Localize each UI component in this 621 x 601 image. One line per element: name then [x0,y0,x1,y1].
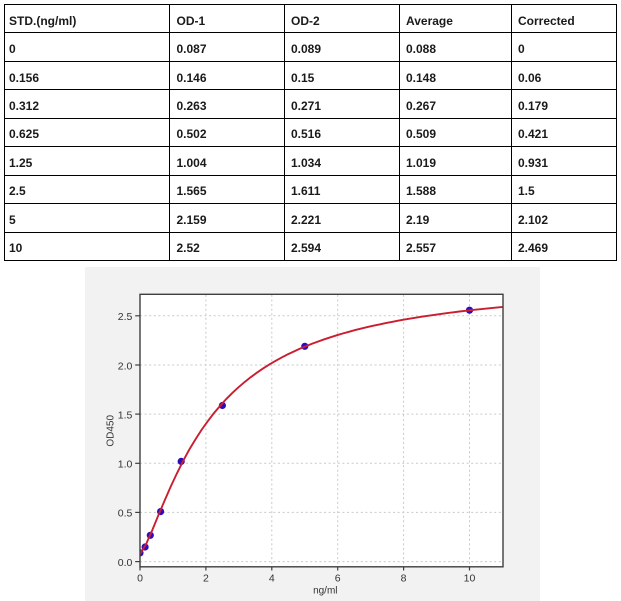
svg-text:2.5: 2.5 [118,311,133,323]
svg-text:OD450: OD450 [106,414,117,446]
svg-text:6: 6 [335,572,341,584]
svg-text:2: 2 [203,572,209,584]
svg-text:8: 8 [401,572,407,584]
svg-text:10: 10 [464,572,476,584]
svg-text:0: 0 [137,572,143,584]
svg-text:1.5: 1.5 [118,409,133,421]
svg-text:2.0: 2.0 [118,360,133,372]
svg-text:4: 4 [269,572,275,584]
svg-text:0.5: 0.5 [118,507,133,519]
svg-text:0.0: 0.0 [118,556,133,568]
svg-text:ng/ml: ng/ml [313,585,337,596]
svg-text:1.0: 1.0 [118,458,133,470]
